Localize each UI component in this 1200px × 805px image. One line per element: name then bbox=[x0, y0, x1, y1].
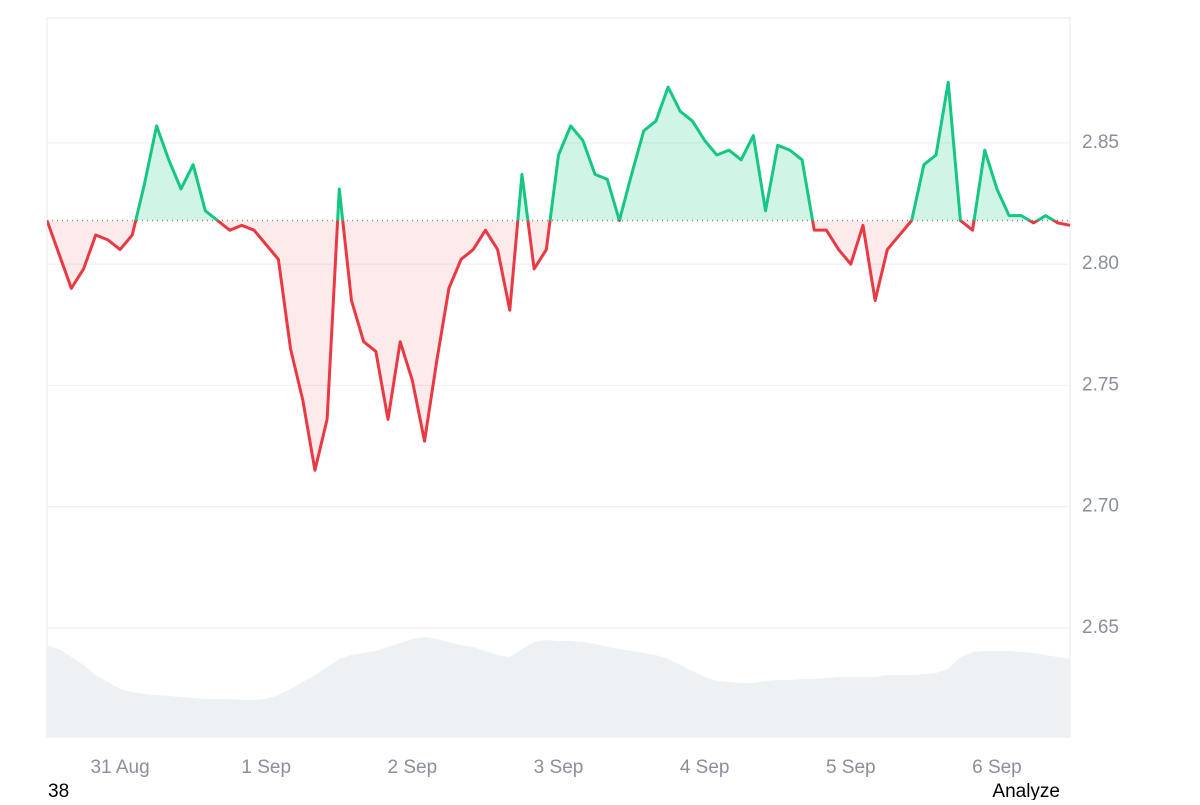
x-tick-label: 4 Sep bbox=[680, 757, 730, 778]
footer-left: 38 bbox=[48, 781, 69, 800]
x-tick-label: 5 Sep bbox=[826, 757, 876, 778]
x-tick-label: 6 Sep bbox=[972, 757, 1022, 778]
area-below bbox=[47, 220, 1070, 471]
x-tick-label: 2 Sep bbox=[388, 757, 438, 778]
area-above bbox=[135, 82, 1054, 221]
x-tick-label: 31 Aug bbox=[90, 757, 149, 778]
y-tick-label: 2.85 bbox=[1082, 132, 1119, 153]
y-tick-label: 2.80 bbox=[1082, 253, 1119, 274]
line-above bbox=[47, 80, 1057, 221]
line-below bbox=[47, 220, 1071, 472]
y-tick-label: 2.70 bbox=[1082, 496, 1119, 517]
footer-right[interactable]: Analyze bbox=[992, 781, 1060, 802]
plot-frame bbox=[46, 17, 1071, 738]
x-tick-label: 3 Sep bbox=[534, 757, 584, 778]
y-tick-label: 2.75 bbox=[1082, 374, 1119, 395]
y-tick-label: 2.65 bbox=[1082, 617, 1119, 638]
x-tick-label: 1 Sep bbox=[241, 757, 291, 778]
volume-area bbox=[47, 637, 1070, 737]
